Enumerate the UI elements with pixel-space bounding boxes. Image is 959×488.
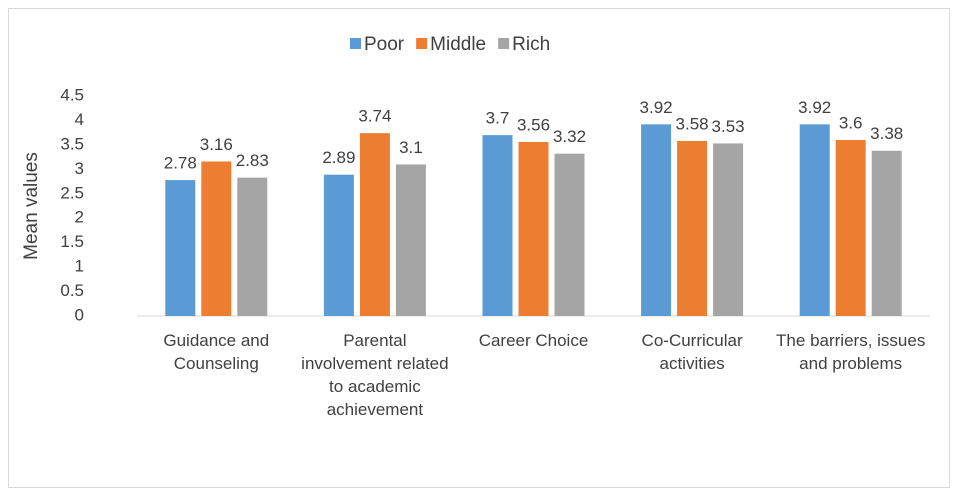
data-label: 3.74	[358, 107, 391, 126]
legend-label: Rich	[512, 34, 550, 55]
x-tick-label: Co-Curricular activities	[641, 331, 743, 373]
bar	[641, 124, 672, 316]
bar	[482, 135, 513, 316]
data-label: 3.53	[712, 117, 745, 136]
bar	[201, 161, 232, 316]
data-label: 3.16	[200, 135, 233, 154]
y-tick-label: 0	[75, 305, 84, 324]
y-tick-label: 3	[75, 159, 84, 178]
y-axis-label: Mean values	[21, 152, 42, 260]
data-label: 2.83	[236, 151, 269, 170]
bar	[323, 174, 354, 316]
y-tick-label: 3.5	[60, 134, 84, 153]
data-label: 3.7	[486, 109, 510, 128]
data-label: 2.78	[164, 154, 197, 173]
y-tick-label: 2.5	[60, 183, 84, 202]
y-tick-label: 0.5	[60, 281, 84, 300]
legend-swatch	[416, 38, 428, 49]
bar	[835, 140, 866, 316]
data-label: 3.32	[553, 127, 586, 146]
y-tick-label: 4	[75, 110, 84, 129]
bar	[871, 150, 902, 316]
legend-swatch	[498, 38, 510, 49]
bar	[554, 153, 585, 316]
data-label: 3.92	[640, 98, 673, 117]
x-tick-label: The barriers, issues and problems	[776, 331, 926, 373]
data-label: 3.6	[839, 113, 863, 132]
data-label: 3.92	[798, 98, 831, 117]
legend-swatch	[350, 38, 361, 49]
x-tick-label: Guidance and Counseling	[163, 331, 270, 373]
data-label: 3.38	[870, 124, 903, 143]
bar	[165, 180, 196, 316]
data-label: 3.58	[676, 114, 709, 133]
bar	[677, 140, 708, 316]
x-tick-label: Career Choice	[478, 331, 589, 350]
y-tick-label: 1.5	[60, 232, 84, 251]
data-label: 3.1	[399, 138, 423, 157]
bar	[359, 133, 390, 316]
y-tick-label: 4.5	[60, 85, 84, 104]
data-label: 2.89	[322, 148, 355, 167]
bar	[518, 141, 549, 316]
x-tick-label: Parental involvement related to academic…	[301, 331, 449, 419]
legend-label: Middle	[430, 34, 486, 55]
bar	[799, 124, 830, 316]
bar	[395, 164, 426, 316]
bar	[713, 143, 744, 316]
data-label: 3.56	[517, 115, 550, 134]
bar	[237, 177, 268, 316]
y-tick-label: 2	[75, 208, 84, 227]
legend-label: Poor	[364, 34, 405, 55]
y-tick-label: 1	[75, 257, 84, 276]
